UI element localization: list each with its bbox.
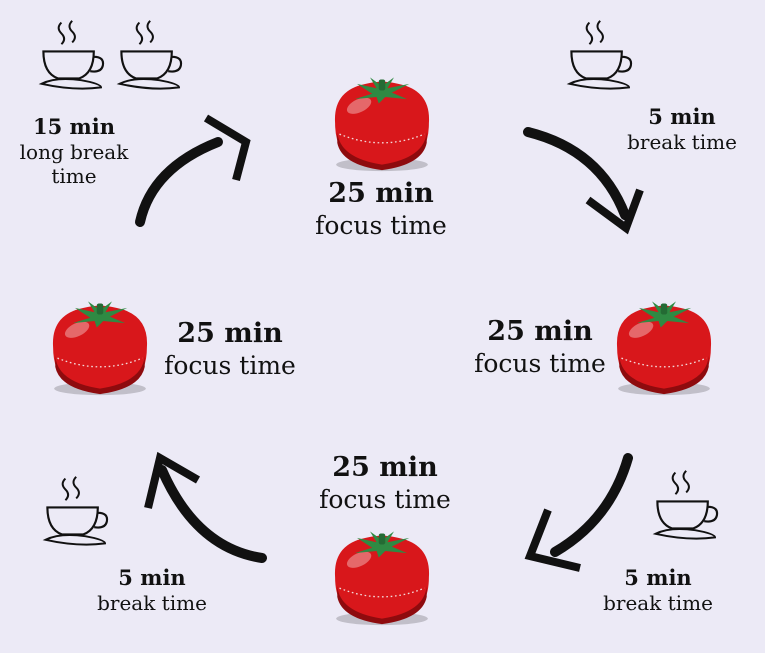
break-label-top-right: 5 min break time	[612, 104, 752, 154]
step-label-line-1: long break	[19, 139, 129, 164]
coffee-cup-icon	[42, 468, 114, 554]
step-label-line-2: time	[51, 164, 97, 188]
focus-label-top: 25 min focus time	[296, 178, 466, 241]
step-label: focus time	[319, 484, 451, 514]
step-label: break time	[97, 590, 207, 615]
step-label: break time	[603, 590, 713, 615]
focus-label-bottom: 25 min focus time	[300, 452, 470, 515]
step-duration: 25 min	[487, 316, 593, 347]
step-label: break time	[627, 129, 737, 154]
focus-label-left: 25 min focus time	[150, 318, 310, 381]
step-label: focus time	[474, 348, 606, 378]
tomato-timer-icon	[322, 520, 442, 630]
coffee-cup-icon	[652, 462, 724, 548]
focus-label-right: 25 min focus time	[460, 316, 620, 379]
coffee-cup-icon	[566, 12, 638, 98]
tomato-timer-icon	[40, 290, 160, 400]
tomato-timer-icon	[604, 290, 724, 400]
coffee-cup-icon	[38, 12, 110, 98]
step-duration: 15 min	[32, 114, 115, 139]
step-label: focus time	[164, 350, 296, 380]
long-break-label: 15 min long break time	[4, 114, 144, 188]
coffee-cup-icon	[116, 12, 188, 98]
break-label-bottom-right: 5 min break time	[588, 565, 728, 615]
tomato-timer-icon	[322, 66, 442, 176]
break-label-bottom-left: 5 min break time	[82, 565, 222, 615]
step-duration: 5 min	[118, 565, 186, 590]
step-duration: 25 min	[177, 318, 283, 349]
step-duration: 5 min	[648, 104, 716, 129]
step-duration: 25 min	[332, 452, 438, 483]
step-duration: 25 min	[328, 178, 434, 209]
step-duration: 5 min	[624, 565, 692, 590]
step-label: focus time	[315, 210, 447, 240]
